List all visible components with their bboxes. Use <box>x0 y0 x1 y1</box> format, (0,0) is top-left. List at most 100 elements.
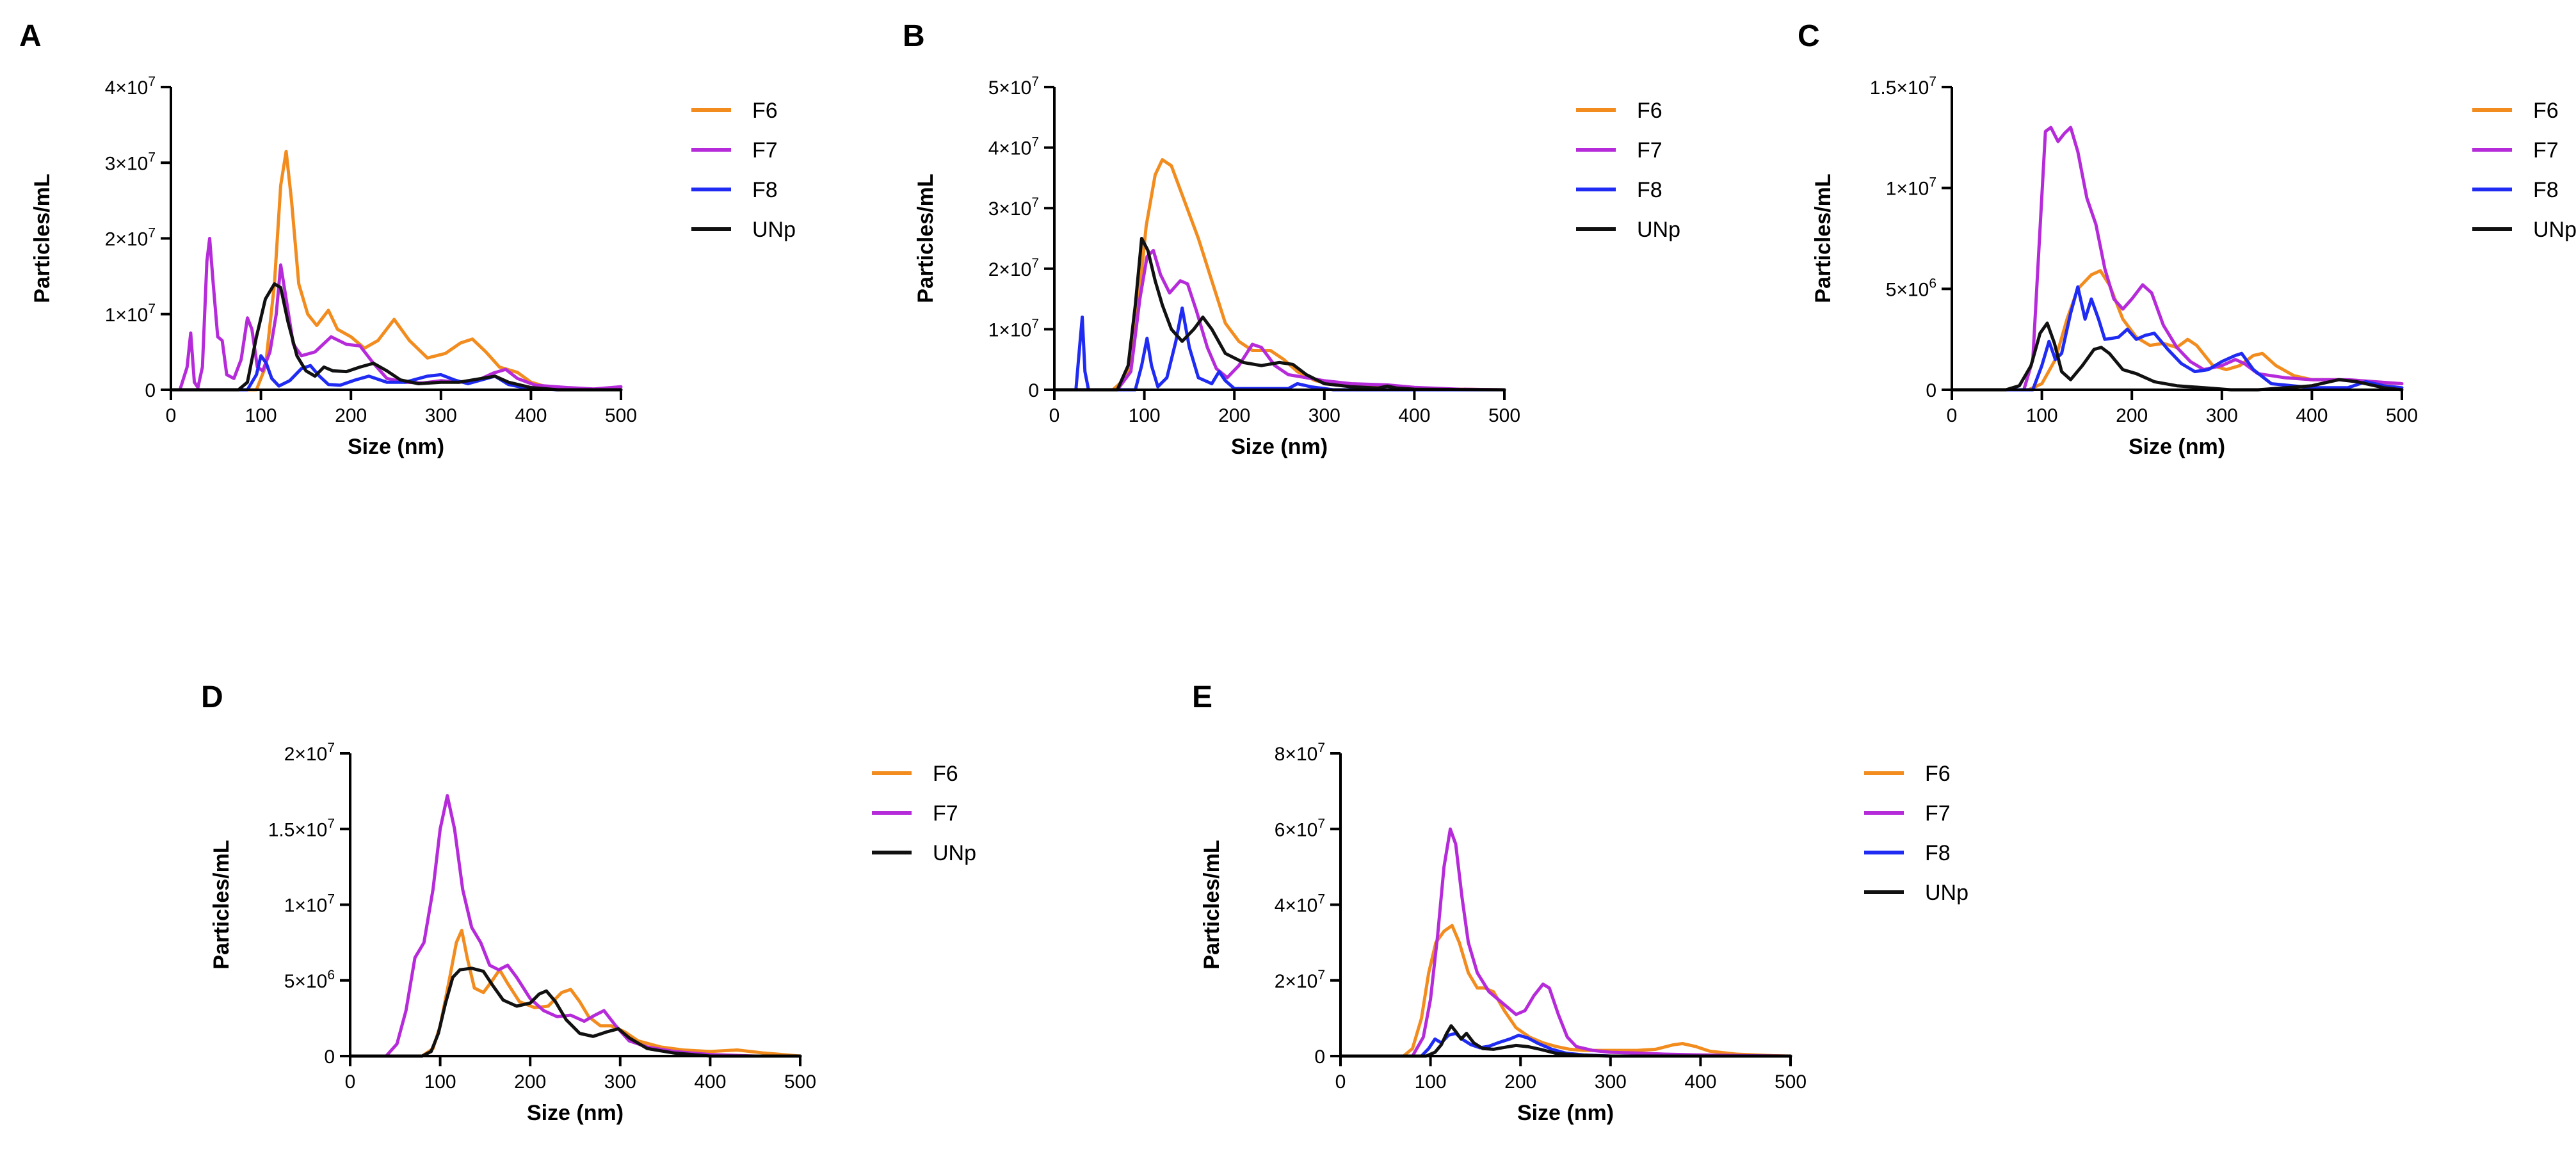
y-tick-label: 4×107 <box>988 135 1039 159</box>
x-tick-label: 200 <box>335 405 367 426</box>
x-tick-label: 100 <box>2026 405 2058 426</box>
x-tick-label: 400 <box>1684 1071 1716 1093</box>
x-axis-title: Size (nm) <box>1231 435 1328 459</box>
y-tick-label: 5×106 <box>1886 276 1936 300</box>
x-tick-label: 500 <box>1775 1071 1807 1093</box>
x-tick-label: 400 <box>515 405 547 426</box>
series-line-unp <box>169 282 623 392</box>
series-line-unp <box>1052 237 1506 392</box>
legend-label-f6: F6 <box>2533 99 2559 123</box>
x-tick-label: 500 <box>1488 405 1520 426</box>
x-tick-label: 100 <box>424 1071 456 1093</box>
series-line-f6 <box>1052 158 1506 392</box>
legend: F6 F7 F8 UNp <box>2472 99 2576 242</box>
y-tick-label: 8×107 <box>1275 741 1325 765</box>
y-tick-label: 4×107 <box>1275 892 1325 917</box>
x-axis-title: Size (nm) <box>348 435 444 459</box>
series-line-f7 <box>348 794 802 1058</box>
panel-letter-a: A <box>19 19 42 53</box>
series-line-f7 <box>1339 827 1792 1058</box>
series-line-f7 <box>1052 248 1506 392</box>
panel-letter-c: C <box>1798 19 1820 53</box>
legend-label-unp: UNp <box>2533 218 2576 242</box>
legend-label-unp: UNp <box>752 218 796 242</box>
x-tick-label: 200 <box>1504 1071 1536 1093</box>
y-tick-label: 1×107 <box>988 316 1039 341</box>
series-line-f7 <box>1950 125 2404 392</box>
legend: F6 F7 F8 UNp <box>1864 762 1968 905</box>
legend-label-f7: F7 <box>2533 138 2559 163</box>
series-line-unp <box>1950 321 2404 392</box>
y-axis-title: Particles/mL <box>30 173 54 303</box>
y-tick-label: 0 <box>1314 1046 1325 1068</box>
legend: F6 F7 F8 UNp <box>1576 99 1680 242</box>
series-line-f8 <box>169 354 623 392</box>
legend-label-f7: F7 <box>1925 801 1951 826</box>
x-tick-label: 0 <box>1049 405 1060 426</box>
legend-label-f8: F8 <box>1637 178 1662 202</box>
x-tick-label: 200 <box>1218 405 1250 426</box>
x-axis-title: Size (nm) <box>1517 1101 1614 1125</box>
x-axis-title: Size (nm) <box>2129 435 2225 459</box>
y-tick-label: 1.5×107 <box>1870 74 1936 99</box>
y-tick-label: 3×107 <box>105 150 156 174</box>
panel-a: A 0 100 200 300 400 500 0 1×107 2×107 3×107 4×107 Si… <box>19 19 796 459</box>
y-tick-label: 6×107 <box>1275 816 1325 840</box>
panel-d: D 0 100 200 300 400 500 0 5×106 1×107 1.5×107 2×107… <box>201 680 976 1125</box>
x-tick-label: 400 <box>1398 405 1430 426</box>
x-tick-label: 300 <box>2206 405 2238 426</box>
legend-label-f8: F8 <box>2533 178 2559 202</box>
x-tick-label: 300 <box>1595 1071 1627 1093</box>
series-line-unp <box>348 966 802 1058</box>
legend: F6 F7 UNp <box>872 762 976 865</box>
series-line-f8 <box>1950 285 2404 392</box>
x-tick-label: 100 <box>245 405 277 426</box>
legend-label-unp: UNp <box>1637 218 1680 242</box>
series-line-f6 <box>1950 269 2404 392</box>
y-tick-label: 1×107 <box>1886 175 1936 200</box>
series-line-f7 <box>169 237 623 392</box>
y-tick-label: 3×107 <box>988 195 1039 220</box>
x-tick-label: 100 <box>1415 1071 1447 1093</box>
panel-b: B 0 100 200 300 400 500 0 1×107 2×107 3×107 4×107 5×… <box>903 19 1680 459</box>
legend-label-unp: UNp <box>933 841 976 865</box>
y-axis-title: Particles/mL <box>914 173 938 303</box>
x-tick-label: 300 <box>1308 405 1340 426</box>
x-tick-label: 0 <box>345 1071 356 1093</box>
legend-label-f8: F8 <box>752 178 778 202</box>
y-tick-label: 4×107 <box>105 74 156 99</box>
y-tick-label: 0 <box>1926 380 1936 401</box>
panel-e: E 0 100 200 300 400 500 0 2×107 4×107 6×107 8×107 Si… <box>1192 680 1968 1125</box>
legend-label-f8: F8 <box>1925 841 1951 865</box>
panel-letter-e: E <box>1192 680 1212 714</box>
legend-label-f7: F7 <box>1637 138 1662 163</box>
x-axis-title: Size (nm) <box>527 1101 624 1125</box>
series-line-f6 <box>169 150 623 392</box>
x-tick-label: 400 <box>694 1071 726 1093</box>
x-tick-label: 200 <box>2116 405 2148 426</box>
legend-label-f6: F6 <box>1637 99 1662 123</box>
x-tick-label: 500 <box>784 1071 816 1093</box>
x-tick-label: 500 <box>605 405 637 426</box>
legend-label-f6: F6 <box>933 762 958 786</box>
legend-label-f6: F6 <box>1925 762 1951 786</box>
x-tick-label: 300 <box>425 405 457 426</box>
x-tick-label: 0 <box>166 405 177 426</box>
series-line-f8 <box>1339 1032 1792 1058</box>
panel-c: C 0 100 200 300 400 500 0 5×106 1×107 1.5×107 Size … <box>1798 19 2576 459</box>
legend-label-f6: F6 <box>752 99 778 123</box>
y-tick-label: 0 <box>1028 380 1039 401</box>
legend-label-unp: UNp <box>1925 881 1968 905</box>
x-tick-label: 200 <box>514 1071 546 1093</box>
y-tick-label: 1.5×107 <box>268 816 335 840</box>
x-tick-label: 400 <box>2296 405 2328 426</box>
y-tick-label: 5×106 <box>284 968 335 992</box>
series-line-unp <box>1339 1024 1792 1058</box>
y-tick-label: 0 <box>145 380 156 401</box>
x-tick-label: 300 <box>604 1071 636 1093</box>
y-tick-label: 2×107 <box>1275 968 1325 992</box>
y-tick-label: 2×107 <box>988 256 1039 280</box>
x-tick-label: 0 <box>1947 405 1958 426</box>
